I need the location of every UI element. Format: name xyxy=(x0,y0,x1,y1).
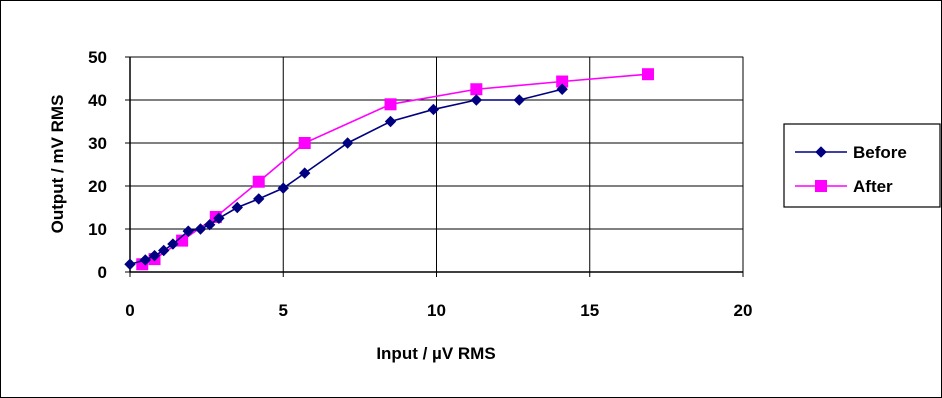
data-point-after xyxy=(384,98,397,111)
legend-label-before: Before xyxy=(853,143,907,162)
data-point-before xyxy=(253,193,265,205)
data-point-before xyxy=(167,238,179,250)
x-tick-label: 10 xyxy=(427,301,446,320)
legend-item-after: After xyxy=(795,177,893,196)
legend-items: Before After xyxy=(795,143,907,196)
x-tick-label: 5 xyxy=(279,301,288,320)
data-point-before xyxy=(213,212,225,224)
legend: Before After xyxy=(783,123,941,208)
y-tick-label: 30 xyxy=(88,134,107,153)
y-axis-title: Output / mV RMS xyxy=(48,95,67,234)
data-point-before xyxy=(194,223,207,235)
data-point-before xyxy=(277,182,289,194)
data-point-before xyxy=(427,103,440,116)
y-tick-label: 40 xyxy=(88,91,107,110)
legend-label-after: After xyxy=(853,177,893,196)
legend-marker-after xyxy=(815,180,827,192)
x-tick-labels: 0 5 10 15 20 xyxy=(125,272,752,320)
legend-marker-before xyxy=(815,146,827,158)
data-point-after xyxy=(641,68,654,81)
data-point-before xyxy=(513,94,525,106)
legend-item-before: Before xyxy=(795,143,907,162)
x-axis-title: Input / µV RMS xyxy=(376,344,495,363)
x-tick-label: 0 xyxy=(125,301,134,320)
x-tick-label: 20 xyxy=(734,301,753,320)
data-point-before xyxy=(182,225,194,237)
data-point-after xyxy=(298,137,311,149)
y-tick-label: 10 xyxy=(88,220,107,239)
series-before xyxy=(124,83,568,270)
data-point-before xyxy=(203,218,216,231)
data-point-before xyxy=(124,258,136,270)
y-tick-label: 50 xyxy=(88,48,107,67)
data-point-before xyxy=(298,167,311,179)
data-point-before xyxy=(470,94,483,106)
data-point-before xyxy=(556,83,568,95)
legend-box xyxy=(783,123,941,208)
x-tick-label: 15 xyxy=(580,301,599,320)
data-point-before xyxy=(231,201,243,214)
grid-lines xyxy=(130,56,744,272)
data-point-before xyxy=(341,137,354,149)
data-point-after xyxy=(252,175,265,188)
data-point-after xyxy=(470,83,483,96)
data-point-before xyxy=(158,244,170,257)
data-point-before xyxy=(384,115,397,128)
data-point-before xyxy=(148,249,161,262)
y-tick-labels: 0 10 20 30 40 50 xyxy=(88,48,130,282)
y-tick-label: 20 xyxy=(88,177,107,196)
y-tick-label: 0 xyxy=(98,263,107,282)
series-layer xyxy=(124,68,654,271)
data-point-before xyxy=(139,254,152,266)
